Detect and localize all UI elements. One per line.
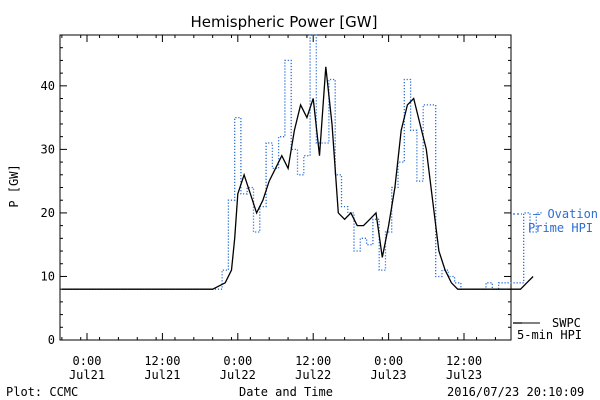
x-tick-time-label: 0:00 (374, 354, 403, 368)
ovation-legend-label-2: Prime HPI (528, 221, 593, 235)
plot-credit: Plot: CCMC (6, 385, 78, 399)
x-axis-label: Date and Time (239, 385, 333, 399)
y-tick-label: 0 (48, 333, 55, 347)
x-tick-date-label: Jul23 (371, 368, 407, 382)
swpc-series-line (61, 66, 534, 290)
y-tick-label: 20 (41, 206, 55, 220)
x-tick-time-label: 0:00 (223, 354, 252, 368)
y-tick-label: 30 (41, 142, 55, 156)
x-tick-date-label: Jul23 (446, 368, 482, 382)
swpc-legend-label: SWPC (552, 316, 581, 330)
y-axis-label: P [GW] (7, 164, 21, 207)
x-tick-time-label: 12:00 (446, 354, 482, 368)
plot-timestamp: 2016/07/23 20:10:09 (447, 385, 584, 399)
x-tick-time-label: 12:00 (295, 354, 331, 368)
chart-marks: 0102030400:00Jul2112:00Jul210:00Jul2212:… (41, 34, 598, 382)
x-tick-time-label: 12:00 (144, 354, 180, 368)
x-tick-time-label: 0:00 (73, 354, 102, 368)
chart-title: Hemispheric Power [GW] (191, 13, 378, 31)
x-tick-date-label: Jul22 (220, 368, 256, 382)
ovation-legend-label: – Ovation (533, 207, 598, 221)
x-tick-date-label: Jul21 (144, 368, 180, 382)
y-tick-label: 40 (41, 79, 55, 93)
x-tick-date-label: Jul21 (69, 368, 105, 382)
y-tick-label: 10 (41, 269, 55, 283)
ovation-series-line (61, 34, 543, 290)
x-tick-date-label: Jul22 (295, 368, 331, 382)
swpc-legend-label-2: 5-min HPI (517, 328, 582, 342)
